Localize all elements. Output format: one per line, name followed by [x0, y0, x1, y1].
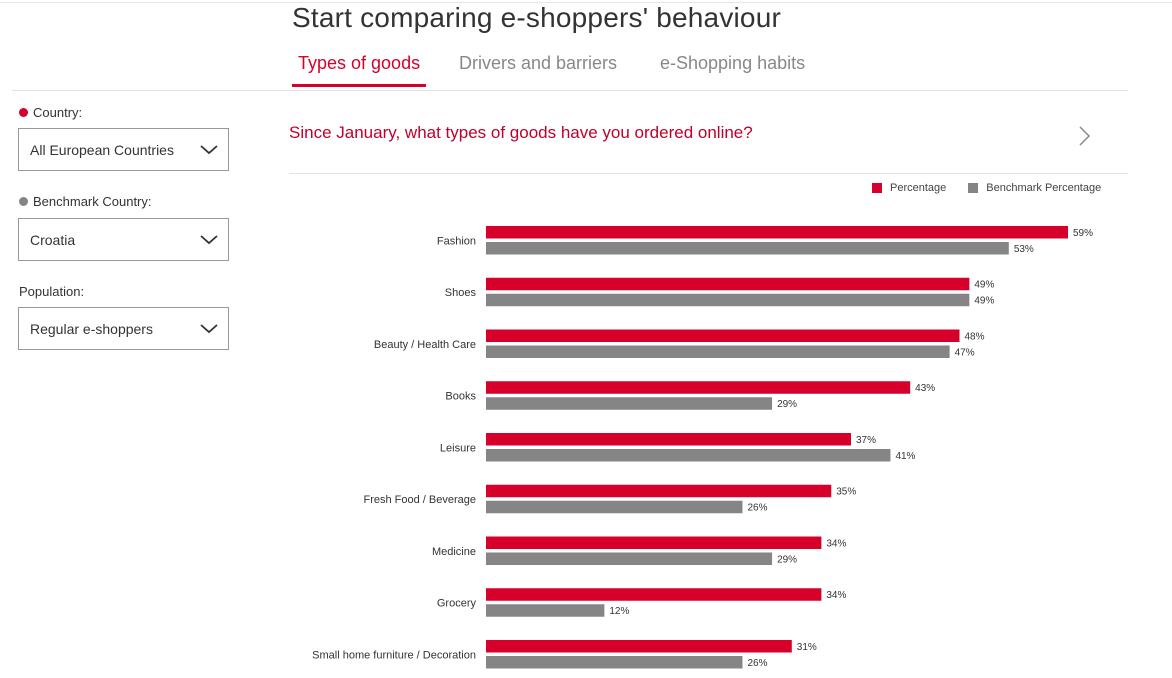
bar-percentage[interactable]	[486, 640, 792, 653]
chevron-down-icon	[200, 235, 218, 245]
benchmark-select[interactable]: Croatia	[18, 218, 229, 261]
category-label: Leisure	[440, 442, 476, 454]
data-label: 49%	[974, 296, 994, 307]
population-label-text: Population:	[19, 284, 85, 299]
chevron-down-icon	[200, 324, 218, 334]
data-label: 12%	[609, 606, 629, 617]
bar-benchmark[interactable]	[486, 293, 970, 307]
data-label: 29%	[777, 554, 797, 565]
data-label: 41%	[895, 451, 915, 462]
legend-label-benchmark: Benchmark Percentage	[986, 182, 1102, 194]
country-select[interactable]: All European Countries	[18, 128, 229, 171]
country-label-text: Country:	[33, 105, 83, 120]
data-label: 34%	[826, 590, 846, 601]
chevron-right-icon[interactable]	[1077, 125, 1091, 147]
legend-swatch-percentage	[872, 183, 882, 193]
data-label: 48%	[964, 331, 984, 342]
bar-group-fresh-food-beverage: Fresh Food / Beverage 35% 26%	[363, 484, 856, 514]
population-label: Population:	[19, 284, 84, 299]
bar-group-beauty-health-care: Beauty / Health Care 48% 47%	[374, 329, 985, 359]
bar-benchmark[interactable]	[486, 656, 743, 669]
bar-group-medicine: Medicine 34% 29%	[432, 536, 847, 566]
bar-group-books: Books 43% 29%	[445, 381, 935, 410]
tab-eshopping-habits[interactable]: e-Shopping habits	[654, 52, 811, 84]
legend-swatch-benchmark	[968, 183, 979, 193]
benchmark-label-text: Benchmark Country:	[33, 194, 152, 209]
data-label: 34%	[826, 538, 846, 549]
tabs-divider	[12, 90, 1128, 91]
category-label: Books	[445, 391, 476, 403]
bar-group-shoes: Shoes 49% 49%	[445, 277, 994, 307]
bar-percentage[interactable]	[486, 536, 822, 550]
tab-types-of-goods[interactable]: Types of goods	[292, 52, 427, 87]
data-label: 35%	[836, 487, 856, 498]
data-label: 43%	[915, 383, 935, 394]
bar-benchmark[interactable]	[486, 397, 773, 410]
category-label: Medicine	[432, 546, 476, 558]
top-divider	[0, 2, 1172, 3]
benchmark-label: Benchmark Country:	[19, 194, 152, 209]
legend-item-benchmark: Benchmark Percentage	[968, 182, 1101, 194]
data-label: 49%	[974, 280, 994, 291]
bar-benchmark[interactable]	[486, 345, 950, 359]
country-select-value: All European Countries	[30, 141, 174, 158]
legend-label-percentage: Percentage	[890, 182, 947, 194]
chart-legend: Percentage Benchmark Percentage	[872, 182, 1123, 194]
bar-benchmark[interactable]	[486, 500, 743, 514]
benchmark-select-value: Croatia	[30, 231, 76, 248]
question-title: Since January, what types of goods have …	[289, 123, 753, 142]
bar-percentage[interactable]	[486, 329, 960, 343]
category-label: Small home furniture / Decoration	[312, 649, 476, 661]
page-title: Start comparing e-shoppers' behaviour	[292, 2, 782, 33]
bar-group-grocery: Grocery 34% 12%	[437, 588, 847, 617]
bar-percentage[interactable]	[486, 277, 970, 291]
data-label: 29%	[777, 399, 797, 410]
category-label: Fresh Food / Beverage	[363, 494, 476, 506]
bar-benchmark[interactable]	[486, 552, 773, 566]
data-label: 26%	[747, 658, 767, 669]
category-label: Fashion	[437, 235, 476, 247]
bar-benchmark[interactable]	[486, 449, 891, 462]
bar-group-small-home-furniture-decoration: Small home furniture / Decoration 31% 26%	[312, 640, 817, 669]
legend-item-percentage: Percentage	[872, 182, 946, 194]
tab-drivers-and-barriers[interactable]: Drivers and barriers	[453, 52, 623, 84]
bar-group-fashion: Fashion 59% 53%	[437, 226, 1093, 255]
bar-percentage[interactable]	[486, 484, 832, 498]
category-label: Beauty / Health Care	[374, 339, 476, 351]
bar-percentage[interactable]	[486, 588, 822, 601]
bar-benchmark[interactable]	[486, 604, 605, 617]
category-label: Grocery	[437, 598, 477, 610]
bar-benchmark[interactable]	[486, 242, 1009, 255]
country-label: Country:	[19, 105, 82, 120]
population-select-value: Regular e-shoppers	[30, 320, 153, 337]
category-label: Shoes	[445, 287, 477, 299]
chevron-down-icon	[200, 145, 218, 155]
population-select[interactable]: Regular e-shoppers	[18, 307, 229, 350]
bar-percentage[interactable]	[486, 226, 1068, 239]
bar-percentage[interactable]	[486, 433, 851, 446]
data-label: 47%	[955, 347, 975, 358]
question-divider	[289, 173, 1128, 174]
bar-percentage[interactable]	[486, 381, 911, 394]
country-dot	[19, 108, 28, 117]
data-label: 53%	[1014, 244, 1034, 255]
data-label: 26%	[747, 503, 767, 514]
benchmark-dot	[19, 197, 28, 206]
bar-group-leisure: Leisure 37% 41%	[440, 433, 916, 462]
data-label: 37%	[856, 435, 876, 446]
data-label: 31%	[797, 642, 817, 653]
data-label: 59%	[1073, 228, 1093, 239]
